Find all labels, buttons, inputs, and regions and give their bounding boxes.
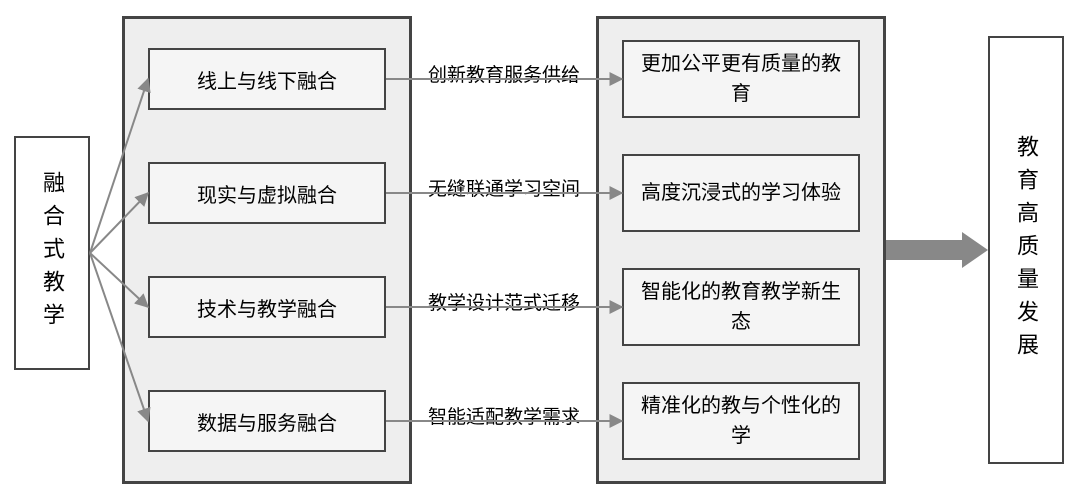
right-node: 更加公平更有质量的教育: [622, 40, 860, 118]
outcome-box: 教育高质量发展: [988, 36, 1064, 464]
right-node-label: 更加公平更有质量的教育: [640, 49, 842, 109]
right-node: 高度沉浸式的学习体验: [622, 154, 860, 232]
left-node-label: 数据与服务融合: [197, 407, 337, 436]
left-node-label: 线上与线下融合: [197, 65, 337, 94]
left-node-label: 技术与教学融合: [197, 293, 337, 322]
right-node: 精准化的教与个性化的学: [622, 382, 860, 460]
right-node-label: 精准化的教与个性化的学: [640, 391, 842, 451]
edge-label: 创新教育服务供给: [404, 60, 604, 87]
block-arrow-icon: [886, 232, 988, 268]
source-box: 融合式教学: [14, 136, 90, 370]
left-node-label: 现实与虚拟融合: [197, 179, 337, 208]
left-node: 现实与虚拟融合: [148, 162, 386, 224]
outcome-box-label: 教育高质量发展: [1010, 135, 1042, 366]
left-node: 技术与教学融合: [148, 276, 386, 338]
right-node-label: 高度沉浸式的学习体验: [641, 178, 841, 208]
edge-label: 智能适配教学需求: [404, 402, 604, 429]
right-node: 智能化的教育教学新生态: [622, 268, 860, 346]
left-node: 数据与服务融合: [148, 390, 386, 452]
edge-label: 无缝联通学习空间: [404, 174, 604, 201]
left-node: 线上与线下融合: [148, 48, 386, 110]
source-box-label: 融合式教学: [36, 171, 68, 336]
right-node-label: 智能化的教育教学新生态: [640, 277, 842, 337]
edge-label: 教学设计范式迁移: [404, 288, 604, 315]
